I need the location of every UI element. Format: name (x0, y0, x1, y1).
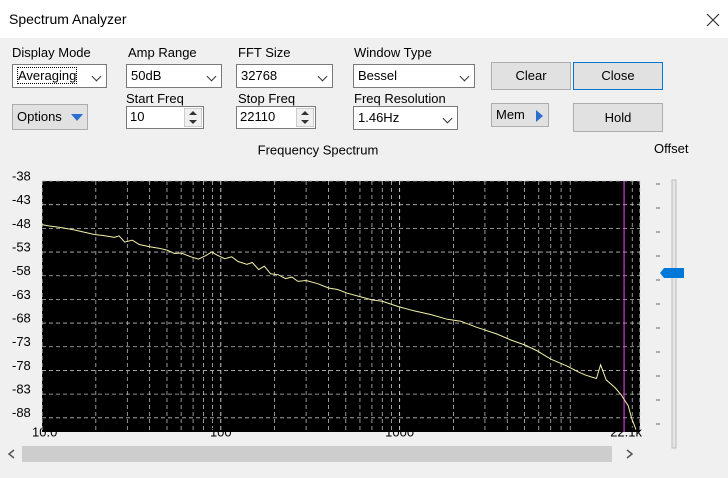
spin-input[interactable]: 22110 (236, 106, 316, 129)
dropdown[interactable]: Bessel (353, 64, 475, 88)
dropdown[interactable]: 32768 (236, 64, 333, 88)
spinner[interactable] (296, 108, 314, 127)
y-tick-label: -63 (12, 287, 31, 302)
y-tick-label: -88 (12, 405, 31, 420)
slider-thumb[interactable] (660, 268, 684, 278)
input-value: 10 (130, 109, 145, 124)
y-tick-label: -38 (12, 168, 31, 183)
dropdown-value: 1.46Hz (358, 110, 400, 125)
x-tick-label: 1000 (385, 424, 414, 439)
dropdown[interactable]: 50dB (126, 64, 222, 88)
label: Freq Resolution (354, 91, 446, 106)
y-tick-label: -53 (12, 239, 31, 254)
label: Display Mode (12, 45, 91, 60)
button[interactable]: Hold (573, 103, 663, 132)
slider-track (671, 179, 677, 449)
spinner[interactable] (184, 108, 202, 127)
label: Start Freq (126, 91, 184, 106)
y-tick-label: -83 (12, 382, 31, 397)
y-tick-label: -73 (12, 334, 31, 349)
y-tick-label: -48 (12, 216, 31, 231)
label: Amp Range (128, 45, 197, 60)
scrollbar-thumb[interactable] (22, 446, 612, 462)
x-tick-label: 22.1k (610, 424, 642, 439)
close-icon[interactable] (706, 13, 720, 27)
slider-ticks (656, 183, 660, 425)
button[interactable]: Close (573, 62, 663, 90)
scroll-right[interactable] (626, 449, 634, 459)
x-tick-label: 100 (210, 424, 232, 439)
x-tick-label: 10.0 (32, 424, 57, 439)
button[interactable]: Clear (491, 62, 571, 90)
spin-input[interactable]: 10 (126, 106, 204, 129)
chart-title: Frequency Spectrum (258, 142, 379, 157)
input-value: 22110 (240, 109, 276, 124)
button-label: Options (17, 109, 62, 124)
y-tick-label: -78 (12, 358, 31, 373)
arrow-icon (536, 110, 543, 122)
spectrum-line (41, 224, 637, 430)
title-bar: Spectrum Analyzer (0, 0, 728, 38)
dropdown[interactable]: 1.46Hz (353, 106, 458, 130)
label: Stop Freq (238, 91, 296, 106)
plot-area (42, 181, 640, 432)
y-tick-label: -58 (12, 263, 31, 278)
dropdown-value: Averaging (17, 67, 78, 84)
y-tick-label: -43 (12, 192, 31, 207)
dropdown[interactable]: Averaging (12, 64, 107, 88)
y-tick-label: -68 (12, 311, 31, 326)
dropdown-value: Bessel (358, 68, 398, 83)
button[interactable]: Options (12, 104, 88, 130)
dropdown-value: 50dB (131, 68, 162, 83)
scroll-left[interactable] (7, 449, 15, 459)
arrow-icon (71, 114, 83, 121)
button[interactable]: Mem (491, 103, 549, 127)
dropdown-value: 32768 (241, 68, 278, 83)
button-label: Mem (496, 107, 525, 122)
label: FFT Size (238, 45, 291, 60)
label: Offset (654, 141, 689, 156)
window-title: Spectrum Analyzer (9, 11, 127, 27)
label: Window Type (354, 45, 432, 60)
